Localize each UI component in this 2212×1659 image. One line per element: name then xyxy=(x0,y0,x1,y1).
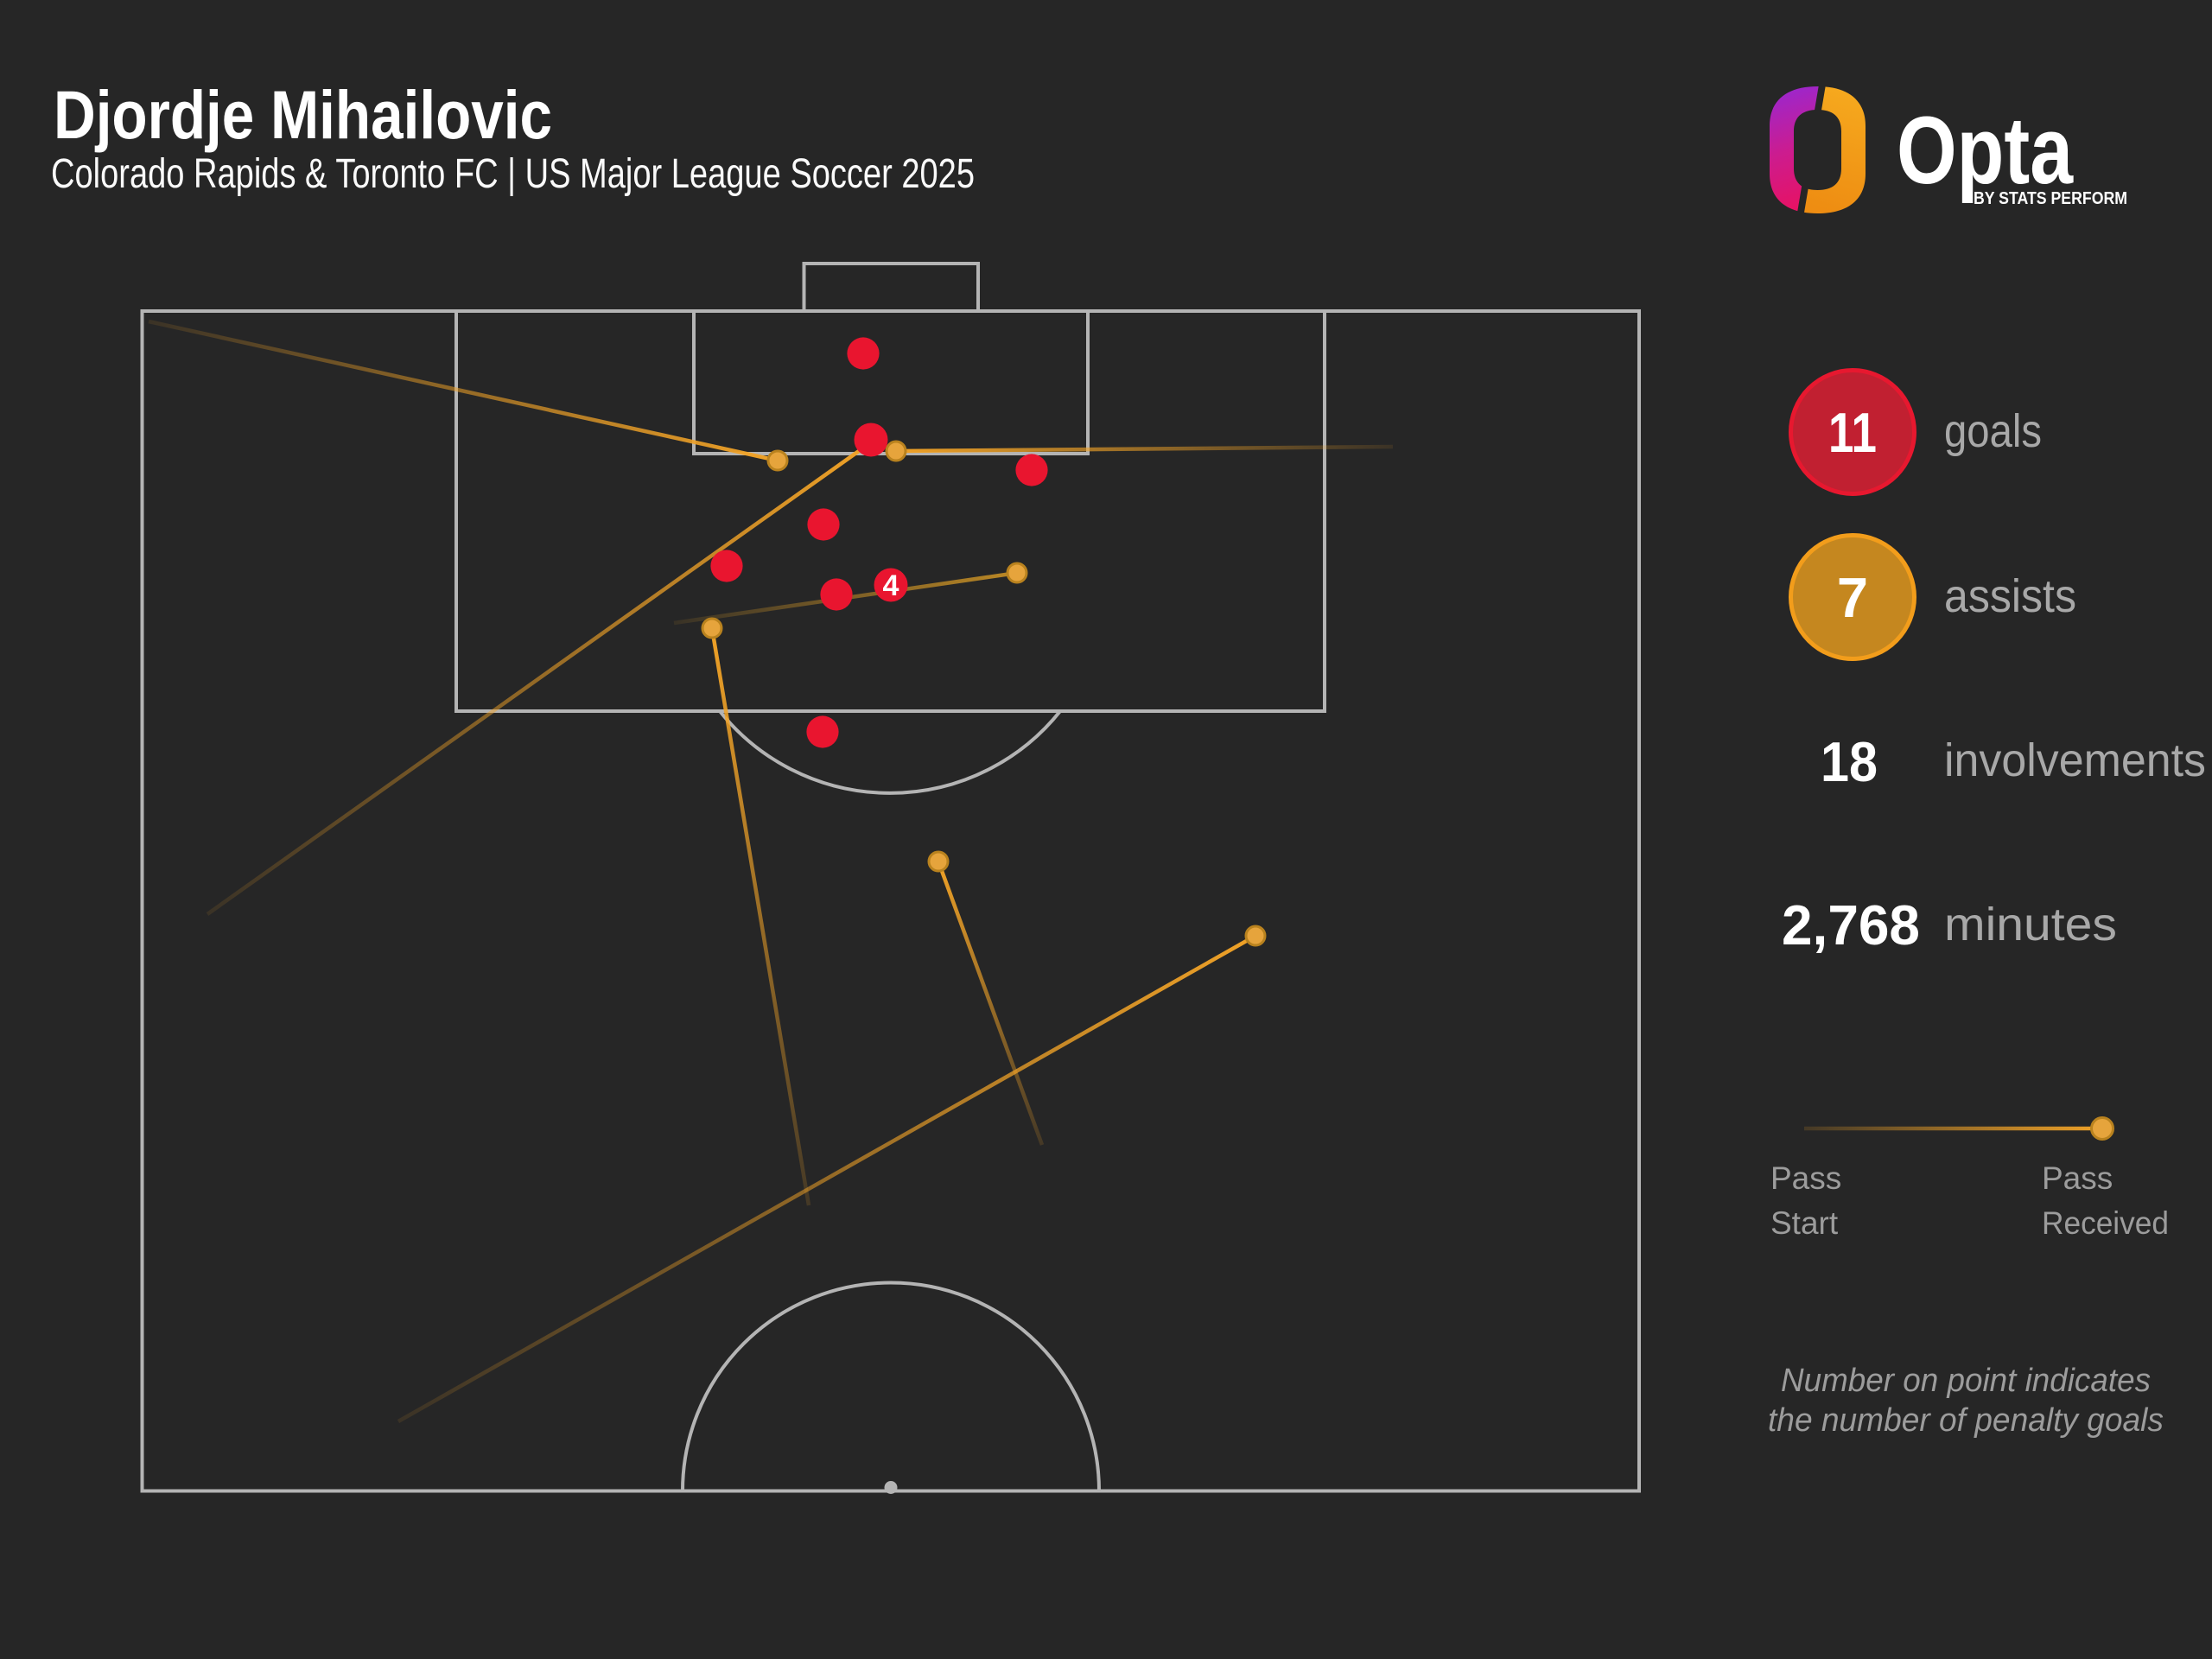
svg-text:11: 11 xyxy=(1828,401,1877,464)
svg-text:Opta: Opta xyxy=(1897,98,2074,204)
svg-text:the number of penalty goals: the number of penalty goals xyxy=(1768,1402,2164,1439)
svg-text:18: 18 xyxy=(1821,730,1878,793)
svg-text:Pass: Pass xyxy=(1770,1160,1841,1196)
svg-text:Pass: Pass xyxy=(2042,1160,2113,1196)
svg-text:involvements: involvements xyxy=(1944,734,2206,786)
svg-text:7: 7 xyxy=(1837,566,1868,629)
svg-text:minutes: minutes xyxy=(1944,899,2117,950)
svg-text:2,768: 2,768 xyxy=(1782,893,1920,957)
svg-text:Djordje Mihailovic: Djordje Mihailovic xyxy=(54,76,552,153)
svg-text:goals: goals xyxy=(1944,405,2042,457)
svg-text:Received: Received xyxy=(2042,1205,2169,1241)
svg-text:Number on point indicates: Number on point indicates xyxy=(1781,1363,2151,1399)
svg-text:BY STATS PERFORM: BY STATS PERFORM xyxy=(1974,189,2127,208)
svg-text:4: 4 xyxy=(883,569,899,602)
svg-text:assists: assists xyxy=(1944,570,2076,622)
svg-text:Colorado Rapids & Toronto FC |: Colorado Rapids & Toronto FC | US Major … xyxy=(51,151,975,197)
svg-text:Start: Start xyxy=(1770,1205,1839,1241)
